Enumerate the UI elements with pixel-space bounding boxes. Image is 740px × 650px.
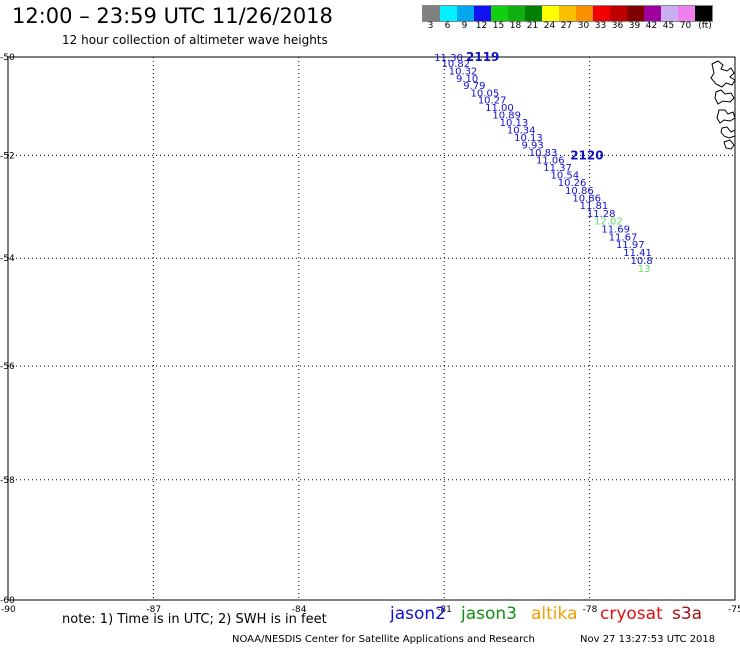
longitude-label: -81	[437, 605, 452, 615]
wave-height-value: 12.02	[594, 217, 623, 228]
wave-height-color-scale	[422, 5, 713, 22]
latitude-label: -58	[0, 476, 15, 486]
scale-swatch	[440, 6, 457, 21]
wave-height-value: 11.30	[434, 53, 463, 64]
scale-swatch	[525, 6, 542, 21]
wave-height-value: 10.8	[630, 256, 652, 267]
wave-height-value: 13	[638, 264, 651, 275]
wave-height-value: 11.06	[536, 155, 565, 166]
latitude-label: -56	[0, 362, 15, 372]
scale-label: 42	[645, 21, 658, 31]
scale-label: 39	[628, 21, 641, 31]
wave-height-value: 10.54	[551, 171, 580, 182]
wave-height-value: 10.83	[529, 148, 558, 159]
longitude-label: -84	[292, 605, 307, 615]
scale-swatch	[474, 6, 491, 21]
coastline-outline	[710, 60, 736, 88]
page-title: 12:00 – 23:59 UTC 11/26/2018	[12, 4, 333, 28]
scale-label: 12	[475, 21, 488, 31]
page-subtitle: 12 hour collection of altimeter wave hei…	[62, 33, 328, 47]
scale-swatch	[576, 6, 593, 21]
wave-height-value: 10.32	[449, 66, 478, 77]
wave-height-value: 10.27	[478, 96, 507, 107]
scale-label: 6	[444, 21, 451, 31]
latitude-label: -50	[0, 53, 15, 63]
scale-label: 27	[560, 21, 573, 31]
scale-label: 30	[577, 21, 590, 31]
wave-height-value: 9.10	[456, 74, 478, 85]
scale-label: (ft)	[698, 21, 712, 31]
latitude-label: -54	[0, 254, 15, 264]
latitude-label: -52	[0, 151, 15, 161]
scale-swatch	[644, 6, 661, 21]
units-note: note: 1) Time is in UTC; 2) SWH is in fe…	[62, 612, 327, 627]
wave-height-value: 11.37	[543, 163, 572, 174]
wave-height-value: 11.81	[580, 201, 609, 212]
coastline-outline	[720, 126, 736, 139]
coastline-outline	[716, 109, 736, 124]
longitude-label: -78	[583, 605, 598, 615]
scale-label: 9	[461, 21, 468, 31]
wave-height-value: 10.89	[492, 111, 521, 122]
longitude-label: -90	[1, 605, 16, 615]
coastline-outline	[723, 139, 735, 150]
scale-swatch	[661, 6, 678, 21]
scale-swatch	[678, 6, 695, 21]
scale-label: 15	[492, 21, 505, 31]
scale-swatch	[610, 6, 627, 21]
credit-line: NOAA/NESDIS Center for Satellite Applica…	[232, 634, 535, 645]
scale-label: 3	[427, 21, 434, 31]
wave-height-value: 10.82	[441, 59, 470, 70]
scale-swatch	[491, 6, 508, 21]
wave-height-value: 11.41	[623, 248, 652, 259]
satellite-legend-jason3: jason3	[461, 604, 517, 624]
wave-height-value: 10.86	[572, 193, 601, 204]
scale-label: 45	[662, 21, 675, 31]
map-frame	[7, 56, 736, 601]
generation-timestamp: Nov 27 13:27:53 UTC 2018	[580, 634, 716, 645]
longitude-label: -75	[728, 605, 740, 615]
wave-height-value: 11.97	[616, 240, 645, 251]
longitude-label: -87	[146, 605, 161, 615]
satellite-legend-altika: altika	[531, 604, 578, 624]
wave-height-value: 10.34	[507, 125, 536, 136]
satellite-legend-s3a: s3a	[672, 604, 703, 624]
latitude-label: -60	[0, 596, 15, 606]
scale-swatch	[559, 6, 576, 21]
scale-label: 33	[594, 21, 607, 31]
scale-label: 18	[509, 21, 522, 31]
wave-height-value: 11.69	[601, 224, 630, 235]
scale-swatch	[593, 6, 610, 21]
wave-height-value: 11.00	[485, 103, 514, 114]
scale-label: 36	[611, 21, 624, 31]
scale-label: 21	[526, 21, 539, 31]
scale-swatch	[457, 6, 474, 21]
wave-height-value: 9.93	[521, 140, 543, 151]
satellite-legend-jason2: jason2	[390, 604, 446, 624]
wave-height-value: 10.26	[558, 178, 587, 189]
wave-height-value: 9.79	[463, 81, 485, 92]
scale-swatch	[695, 6, 712, 21]
wave-height-value: 11.67	[609, 232, 638, 243]
wave-height-value: 10.86	[565, 186, 594, 197]
wave-height-value: 10.05	[471, 88, 500, 99]
wave-height-value: 10.13	[514, 133, 543, 144]
scale-swatch	[423, 6, 440, 21]
scale-label: 70	[679, 21, 692, 31]
satellite-legend-cryosat: cryosat	[600, 604, 663, 624]
scale-swatch	[627, 6, 644, 21]
scale-label: 24	[543, 21, 556, 31]
scale-swatch	[542, 6, 559, 21]
wave-height-value: 10.13	[500, 118, 529, 129]
pass-number-label: 2119	[466, 50, 499, 64]
scale-swatch	[508, 6, 525, 21]
pass-number-label: 2120	[570, 148, 603, 162]
coastline-outline	[714, 89, 735, 105]
wave-height-value: 11.28	[587, 209, 616, 220]
